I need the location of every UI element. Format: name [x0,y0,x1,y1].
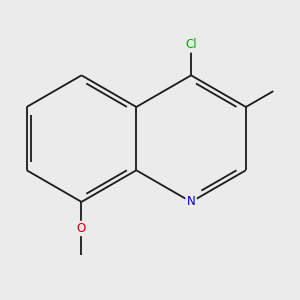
Text: O: O [77,222,86,235]
Text: Cl: Cl [185,38,197,52]
Text: N: N [187,195,196,208]
